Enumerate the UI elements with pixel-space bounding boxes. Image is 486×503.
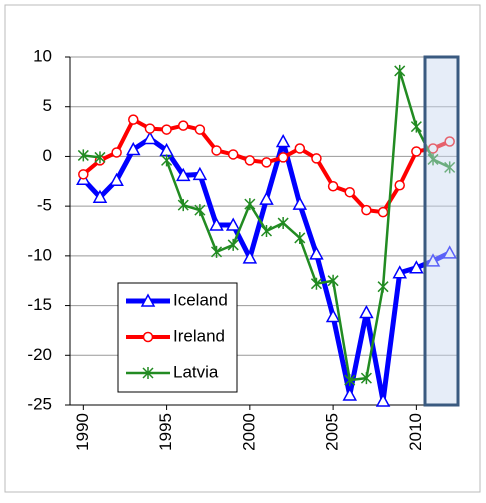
marker bbox=[360, 372, 372, 385]
x-tick-label: 1990 bbox=[73, 413, 92, 451]
y-tick-label: 0 bbox=[43, 146, 52, 165]
y-tick-label: -25 bbox=[27, 394, 52, 413]
marker bbox=[442, 245, 457, 259]
marker bbox=[142, 331, 154, 343]
marker bbox=[410, 120, 422, 133]
y-tick-label: -15 bbox=[27, 295, 52, 314]
x-tick-label: 1995 bbox=[156, 413, 175, 451]
marker bbox=[411, 146, 422, 157]
marker bbox=[94, 151, 106, 164]
marker bbox=[311, 153, 322, 164]
marker bbox=[377, 206, 389, 218]
marker bbox=[177, 199, 189, 212]
marker bbox=[194, 204, 206, 217]
marker bbox=[444, 136, 455, 147]
marker bbox=[244, 155, 256, 166]
marker bbox=[261, 157, 272, 168]
marker bbox=[292, 196, 308, 210]
marker bbox=[192, 166, 208, 181]
marker bbox=[277, 152, 289, 163]
marker bbox=[144, 123, 156, 134]
marker bbox=[111, 147, 122, 158]
marker bbox=[375, 393, 391, 407]
marker bbox=[277, 217, 289, 230]
y-tick-label: 5 bbox=[43, 96, 52, 115]
marker bbox=[309, 246, 324, 260]
marker bbox=[161, 154, 173, 167]
marker bbox=[109, 172, 124, 187]
legend-label: Latvia bbox=[173, 362, 219, 381]
y-tick-label: -5 bbox=[37, 196, 52, 215]
marker bbox=[142, 130, 158, 145]
y-tick-label: -20 bbox=[27, 345, 52, 364]
marker bbox=[128, 114, 139, 125]
legend: Iceland Ireland Latvia bbox=[117, 282, 238, 393]
marker bbox=[394, 64, 406, 77]
marker bbox=[392, 265, 407, 279]
marker bbox=[77, 149, 89, 162]
marker bbox=[275, 133, 291, 148]
marker bbox=[327, 181, 339, 192]
marker bbox=[211, 245, 223, 258]
marker bbox=[344, 374, 356, 387]
marker bbox=[194, 124, 206, 135]
marker bbox=[294, 143, 306, 154]
marker bbox=[92, 189, 108, 203]
series-line bbox=[83, 69, 451, 382]
marker bbox=[444, 161, 456, 174]
marker bbox=[177, 120, 189, 131]
marker bbox=[344, 186, 356, 198]
marker bbox=[227, 149, 239, 160]
marker bbox=[209, 217, 224, 231]
marker bbox=[225, 217, 241, 231]
marker bbox=[227, 238, 239, 251]
marker bbox=[259, 191, 274, 205]
marker bbox=[394, 180, 405, 191]
marker bbox=[377, 280, 389, 293]
marker bbox=[175, 167, 191, 182]
marker bbox=[161, 124, 172, 135]
marker bbox=[211, 145, 222, 156]
x-tick-label: 2005 bbox=[323, 413, 342, 451]
legend-label: Ireland bbox=[173, 326, 225, 345]
plot-area bbox=[76, 64, 457, 407]
marker bbox=[427, 153, 439, 166]
marker bbox=[361, 204, 372, 216]
marker bbox=[409, 260, 424, 274]
marker bbox=[260, 225, 273, 237]
marker bbox=[126, 141, 141, 156]
y-tick-label: 10 bbox=[33, 46, 52, 65]
marker bbox=[325, 308, 341, 323]
marker bbox=[140, 293, 156, 307]
x-tick-label: 2000 bbox=[239, 413, 258, 451]
legend-label: Iceland bbox=[173, 290, 228, 309]
marker bbox=[310, 277, 322, 290]
marker bbox=[327, 274, 339, 287]
marker bbox=[142, 367, 154, 379]
x-tick-label: 2010 bbox=[406, 413, 425, 451]
marker bbox=[242, 250, 258, 264]
forecast-box bbox=[423, 55, 460, 407]
y-tick-label: -10 bbox=[27, 245, 52, 264]
marker bbox=[294, 231, 306, 244]
marker bbox=[244, 198, 256, 211]
marker bbox=[78, 169, 89, 180]
marker bbox=[425, 253, 441, 267]
marker bbox=[359, 304, 374, 319]
marker bbox=[342, 387, 358, 401]
